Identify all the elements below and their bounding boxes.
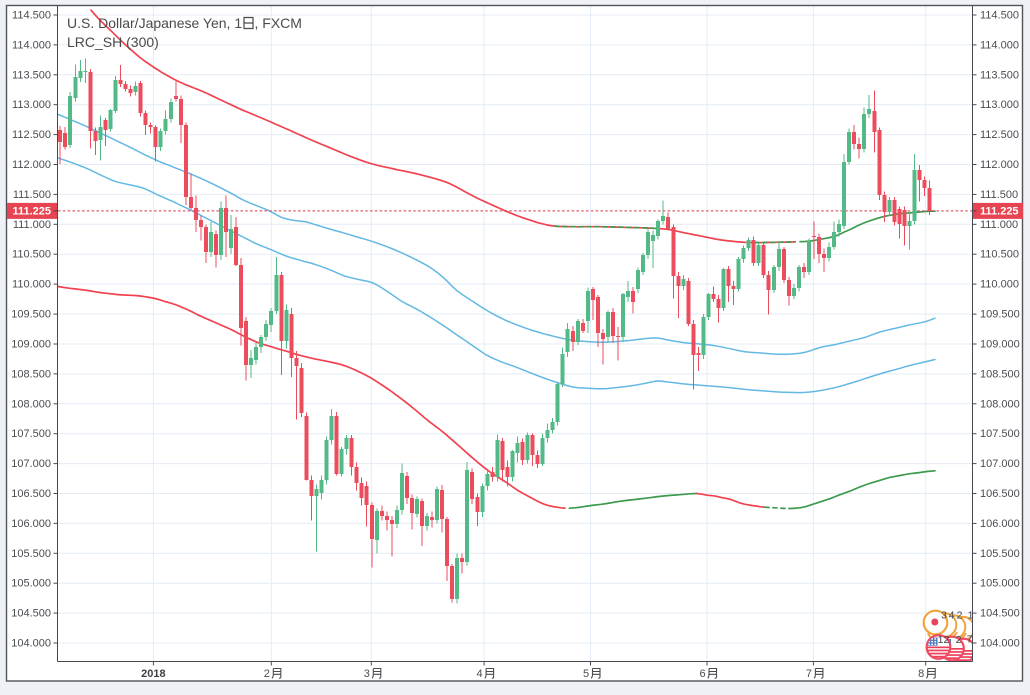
svg-text:112.000: 112.000 <box>12 159 51 171</box>
svg-text:111.225: 111.225 <box>980 205 1019 217</box>
svg-text:106.500: 106.500 <box>11 488 51 500</box>
svg-text:108.000: 108.000 <box>11 398 51 410</box>
svg-text:106.500: 106.500 <box>980 488 1020 500</box>
svg-text:7: 7 <box>967 634 973 646</box>
svg-text:LRC_SH (300): LRC_SH (300) <box>67 34 159 50</box>
svg-text:106.000: 106.000 <box>980 518 1020 530</box>
svg-text:107.500: 107.500 <box>980 428 1020 440</box>
svg-text:114.000: 114.000 <box>12 39 51 51</box>
svg-text:3: 3 <box>941 610 947 622</box>
svg-text:113.000: 113.000 <box>980 99 1019 111</box>
svg-text:110.000: 110.000 <box>980 279 1019 291</box>
svg-text:105.500: 105.500 <box>980 548 1020 560</box>
svg-text:114.500: 114.500 <box>12 10 51 22</box>
svg-text:107.000: 107.000 <box>11 458 51 470</box>
svg-text:U.S. Dollar/Japanese Yen, 1: U.S. Dollar/Japanese Yen, 1 <box>67 15 242 31</box>
svg-text:112.500: 112.500 <box>980 129 1019 141</box>
svg-text:108.000: 108.000 <box>980 398 1020 410</box>
svg-text:114.000: 114.000 <box>980 39 1019 51</box>
svg-text:7: 7 <box>806 668 812 680</box>
svg-text:110.000: 110.000 <box>12 279 51 291</box>
svg-text:3: 3 <box>364 668 370 680</box>
svg-text:109.500: 109.500 <box>980 309 1020 321</box>
svg-text:109.500: 109.500 <box>11 309 51 321</box>
svg-text:111.500: 111.500 <box>980 189 1018 201</box>
svg-text:105.500: 105.500 <box>11 548 51 560</box>
svg-text:5: 5 <box>583 668 589 680</box>
svg-text:6: 6 <box>699 668 705 680</box>
svg-text:113.500: 113.500 <box>980 69 1019 81</box>
svg-text:2: 2 <box>956 634 962 646</box>
svg-text:1: 1 <box>968 610 974 622</box>
svg-text:105.000: 105.000 <box>11 578 51 590</box>
svg-text:107.500: 107.500 <box>11 428 51 440</box>
svg-text:111.000: 111.000 <box>980 219 1018 231</box>
svg-text:109.000: 109.000 <box>11 339 51 351</box>
svg-text:105.000: 105.000 <box>980 578 1020 590</box>
svg-text:2018: 2018 <box>141 668 165 680</box>
svg-text:114.500: 114.500 <box>980 10 1019 22</box>
svg-text:104.500: 104.500 <box>11 608 51 620</box>
svg-text:112.500: 112.500 <box>12 129 51 141</box>
svg-text:109.000: 109.000 <box>980 339 1020 351</box>
svg-text:110.500: 110.500 <box>12 249 51 261</box>
svg-text:8: 8 <box>918 668 924 680</box>
svg-text:12: 12 <box>938 634 950 646</box>
svg-text:, FXCM: , FXCM <box>255 15 302 31</box>
svg-text:104.000: 104.000 <box>11 638 51 650</box>
svg-text:107.000: 107.000 <box>980 458 1020 470</box>
svg-text:4: 4 <box>949 610 955 622</box>
svg-text:4: 4 <box>477 668 483 680</box>
svg-text:113.000: 113.000 <box>12 99 51 111</box>
svg-text:110.500: 110.500 <box>980 249 1019 261</box>
svg-text:113.500: 113.500 <box>12 69 51 81</box>
svg-text:111.500: 111.500 <box>13 189 51 201</box>
svg-text:111.000: 111.000 <box>13 219 51 231</box>
svg-text:104.500: 104.500 <box>980 608 1020 620</box>
svg-text:106.000: 106.000 <box>11 518 51 530</box>
svg-text:108.500: 108.500 <box>980 368 1020 380</box>
svg-text:2: 2 <box>957 610 963 622</box>
svg-text:112.000: 112.000 <box>980 159 1019 171</box>
svg-text:2: 2 <box>264 668 270 680</box>
svg-text:108.500: 108.500 <box>11 368 51 380</box>
svg-text:104.000: 104.000 <box>980 638 1020 650</box>
svg-text:111.225: 111.225 <box>12 205 51 217</box>
